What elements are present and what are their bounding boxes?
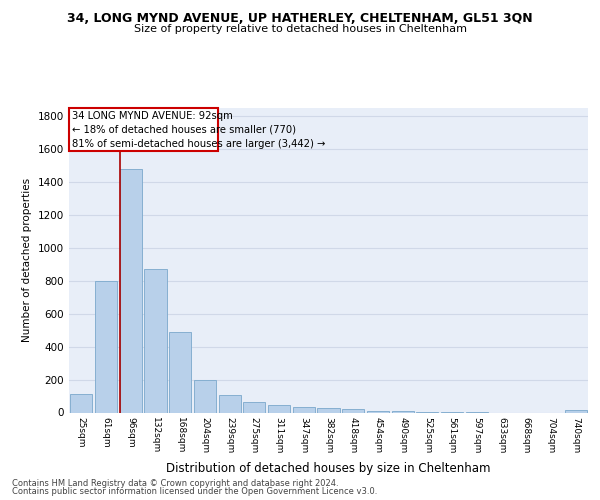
Bar — [70, 394, 92, 412]
Bar — [392, 411, 414, 412]
Bar — [342, 409, 364, 412]
Bar — [293, 407, 315, 412]
Text: Size of property relative to detached houses in Cheltenham: Size of property relative to detached ho… — [133, 24, 467, 34]
Text: Contains HM Land Registry data © Crown copyright and database right 2024.: Contains HM Land Registry data © Crown c… — [12, 478, 338, 488]
Bar — [367, 411, 389, 412]
Y-axis label: Number of detached properties: Number of detached properties — [22, 178, 32, 342]
Bar — [243, 402, 265, 412]
Bar — [194, 380, 216, 412]
Text: 34, LONG MYND AVENUE, UP HATHERLEY, CHELTENHAM, GL51 3QN: 34, LONG MYND AVENUE, UP HATHERLEY, CHEL… — [67, 12, 533, 26]
FancyBboxPatch shape — [70, 108, 218, 151]
Bar — [169, 332, 191, 412]
Bar — [565, 410, 587, 412]
Text: Contains public sector information licensed under the Open Government Licence v3: Contains public sector information licen… — [12, 487, 377, 496]
X-axis label: Distribution of detached houses by size in Cheltenham: Distribution of detached houses by size … — [166, 462, 491, 475]
Text: 34 LONG MYND AVENUE: 92sqm
← 18% of detached houses are smaller (770)
81% of sem: 34 LONG MYND AVENUE: 92sqm ← 18% of deta… — [72, 111, 325, 149]
Bar — [119, 168, 142, 412]
Bar — [218, 395, 241, 412]
Bar — [317, 408, 340, 412]
Bar — [95, 280, 117, 412]
Bar — [145, 269, 167, 412]
Bar — [268, 404, 290, 412]
